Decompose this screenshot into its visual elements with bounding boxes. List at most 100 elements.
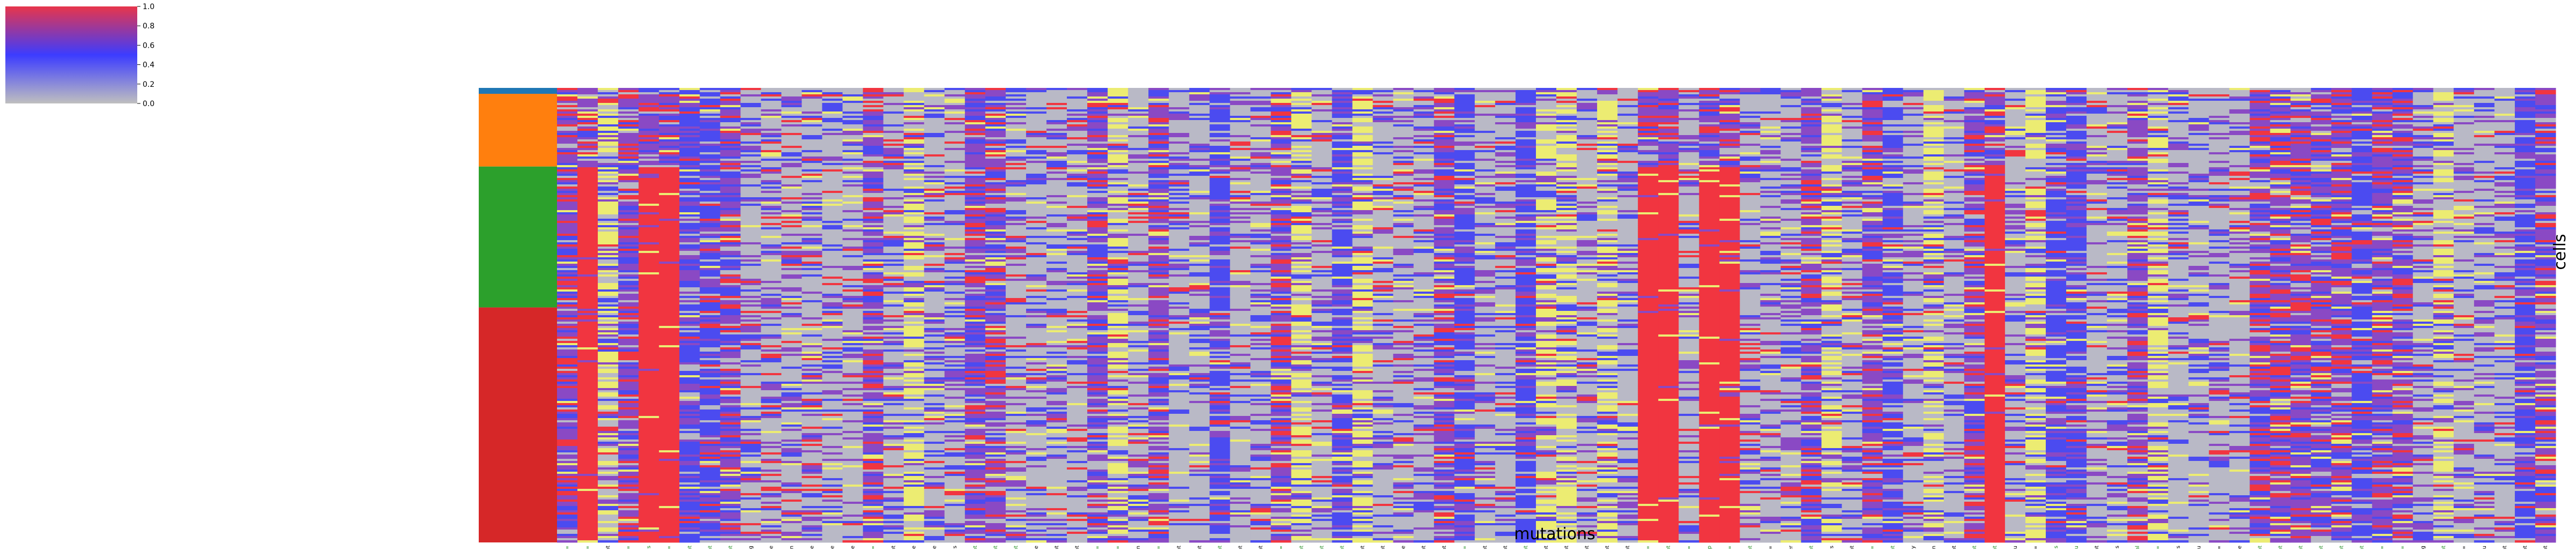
- x-tick-label: DNMT3B intron_variant: [2359, 546, 2365, 549]
- x-tick-label: RECQL5 p.Asp420Glu: [2196, 546, 2202, 549]
- row-group-strip: [479, 88, 557, 542]
- colorbar-tick-label: 0.8: [143, 22, 154, 31]
- x-tick-label: PIK3CA intron_variant: [993, 546, 999, 549]
- x-tick-label: BRCA2 p.Ser2414=: [1727, 546, 1733, 549]
- heatmap-column: [2148, 88, 2169, 542]
- x-tick-label: MREB1 p.His338=: [1095, 546, 1101, 549]
- x-tick-label: HUWE1 intron_variant: [2543, 546, 2549, 549]
- x-tick-label: PARP2 intron_variant: [1747, 546, 1753, 549]
- heatmap-column: [2107, 88, 2128, 542]
- heatmap-column: [618, 88, 639, 542]
- heatmap-column: [1944, 88, 1965, 542]
- heatmap-column: [1046, 88, 1067, 542]
- heatmap-column: [1842, 88, 1863, 542]
- heatmap-column: [2495, 88, 2515, 542]
- x-tick-label: FGFR3 p.Leu40Ile: [1034, 546, 1040, 549]
- heatmap-column: [2209, 88, 2230, 542]
- colorbar-ticks: 0.00.20.40.60.81.0: [137, 3, 154, 108]
- colorbar: 0.00.20.40.60.81.0: [5, 3, 154, 108]
- heatmap-column: [1801, 88, 1822, 542]
- x-tick-label: RNF43 p.Pro470His: [2114, 546, 2120, 549]
- heatmap-column: [1903, 88, 1924, 542]
- x-tick-label: CDH1 intron_variant: [1972, 546, 1978, 549]
- x-tick-label: PIK3R3 p.Ser297=: [626, 546, 632, 549]
- x-tick-label: RNF43 p.Ile47Val: [2135, 546, 2141, 549]
- x-tick-label: PARP4 intron_variant: [1666, 546, 1672, 549]
- x-tick-label: ELK1 p.Val413Leu: [2482, 546, 2488, 549]
- x-tick-label: ARID1B intron_variant: [1197, 546, 1202, 549]
- colorbar-tick-label: 0.2: [143, 80, 154, 89]
- x-tick-label: BRCA1 p.Pro646Leu: [2074, 546, 2080, 549]
- x-tick-label: KMT2D intron_variant: [1564, 546, 1570, 549]
- x-tick-label: KMT2D intron_variant: [1605, 546, 1610, 549]
- x-tick-label: CUL5 3_prime_UTR_variant: [1503, 546, 1509, 549]
- x-tick-label: KMT2D intron_variant: [1543, 546, 1549, 549]
- heatmap-column: [1148, 88, 1169, 542]
- heatmap-column: [2393, 88, 2414, 542]
- x-tick-label: SMAD4 p.Met294Ile: [2237, 546, 2243, 549]
- x-tick-label: IRRE1 p.Lys1246Asn: [1135, 546, 1141, 549]
- heatmap-column: [2515, 88, 2536, 542]
- heatmap-column: [2005, 88, 2026, 542]
- x-tick-label: PDGFRA intron_variant: [1054, 546, 1060, 549]
- x-tick-label: CUL5 5_prime_UTR_variant: [1482, 546, 1488, 549]
- x-tick-label: KMT2D intron_variant: [1584, 546, 1590, 549]
- x-tick-label: NFM1 intron_variant: [687, 546, 693, 549]
- heatmap-column: [1658, 88, 1679, 542]
- x-tick-label: NCOA3 p.Glu1251=: [2380, 546, 2386, 549]
- colorbar-tick-label: 0.4: [143, 61, 154, 70]
- x-tick-label: PBRM1 intron_variant: [973, 546, 978, 549]
- x-tick-label: FLT1 p.Tyr1213=: [1686, 546, 1692, 549]
- heatmap-column: [1577, 88, 1598, 542]
- x-tick-label: RASI intron_variant: [2319, 546, 2325, 549]
- heatmap-column: [1026, 88, 1047, 542]
- heatmap-column: [904, 88, 925, 542]
- x-tick-label: PARP4 p.Ser534=: [1645, 546, 1651, 549]
- x-tick-label: HUWE1 intron_variant: [2502, 546, 2508, 549]
- x-tick-label: NOTCH1 intron_variant: [1237, 546, 1243, 549]
- x-tick-label: CREBBP p.Asp2660Gly: [1911, 546, 1917, 549]
- heatmap-column: [1679, 88, 1699, 542]
- heatmap-column: [1597, 88, 1618, 542]
- x-tick-label: TP53 p.Ser64Leu: [2013, 546, 2018, 549]
- x-tick-label: MACF1 intron_variant: [605, 546, 611, 549]
- heatmap-column: [1516, 88, 1536, 542]
- heatmap-column: [557, 88, 578, 542]
- colorbar-tick-label: 0.0: [143, 100, 154, 108]
- heatmap-column: [1964, 88, 1985, 542]
- x-tick-label: WRN intron_variant: [1298, 546, 1304, 549]
- heatmap-column: [924, 88, 945, 542]
- x-tick-label: ACVR2A p.Val116Phe: [830, 546, 836, 549]
- heatmap-column: [2433, 88, 2454, 542]
- heatmap-column: [2535, 88, 2556, 542]
- heatmap-column: [1067, 88, 1088, 542]
- heatmap-column: [1128, 88, 1149, 542]
- x-tick-label: AXIN1 intron_variant: [1890, 546, 1896, 549]
- heatmap-column: [700, 88, 721, 542]
- colorbar-tick-label: 1.0: [143, 3, 154, 11]
- heatmap-column: [945, 88, 966, 542]
- heatmap-column: [1169, 88, 1190, 542]
- x-tick-labels: MTOR p.Ala1577=MTOR p.Asp999=MACF1 intro…: [565, 545, 2549, 549]
- x-tick-label: FBX4 intron_variant: [1013, 546, 1019, 549]
- heatmap-column: [965, 88, 986, 542]
- x-tick-label: HERC2 p.Tyr3128Ter: [1788, 545, 1794, 549]
- heatmap-column: [639, 88, 659, 542]
- heatmap-column: [1250, 88, 1271, 542]
- y-axis-label: cells: [2551, 234, 2570, 270]
- x-tick-label: NOD0 intron_variant: [1809, 546, 1815, 549]
- row-group-1: [479, 88, 557, 94]
- heatmap-column: [1209, 88, 1230, 542]
- row-group-4: [479, 308, 557, 542]
- x-tick-label: PTPRS intron_variant: [2298, 546, 2304, 549]
- heatmap-column: [2352, 88, 2373, 542]
- x-tick-label: HUWE1 intron_variant: [2522, 546, 2528, 549]
- x-tick-label: MSH2 p.Val112Phe: [810, 546, 815, 549]
- colorbar-gradient: [5, 6, 137, 103]
- x-tick-label: BMPR2 p.Val460Phe: [911, 546, 917, 549]
- x-tick-label: CARD11 intron_variant: [1217, 546, 1223, 549]
- x-tick-label: SMAD3 p.Arg185Lys: [1829, 546, 1835, 549]
- heatmap-column: [1230, 88, 1251, 542]
- heatmap-column: [1271, 88, 1291, 542]
- x-tick-label: NUF2 intron_variant: [707, 546, 713, 549]
